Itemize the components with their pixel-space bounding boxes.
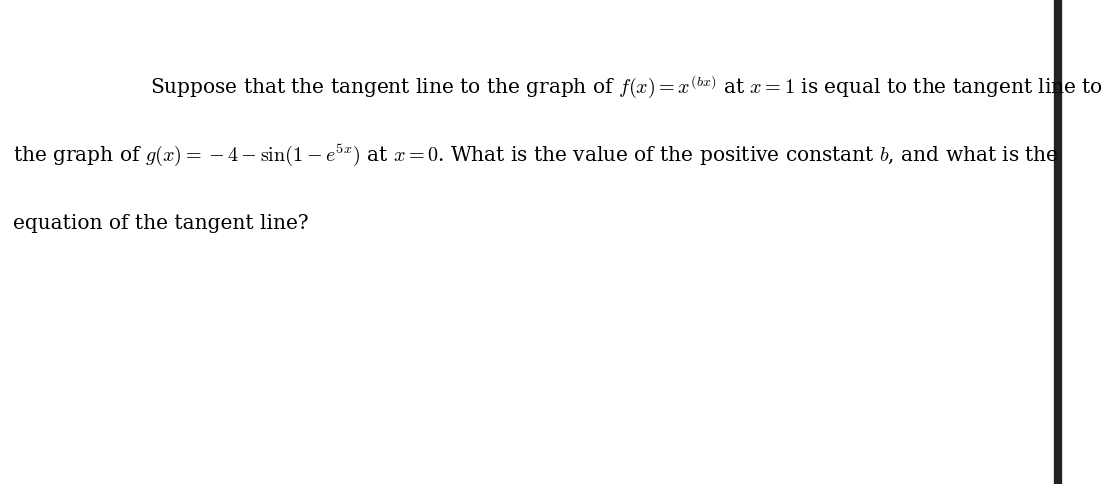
Text: the graph of $g(x) = -4 - \sin(1 - e^{5x})$ at $x = 0$. What is the value of the: the graph of $g(x) = -4 - \sin(1 - e^{5x… <box>13 142 1059 167</box>
Text: Suppose that the tangent line to the graph of $f(x) = x^{(bx)}$ at $x = 1$ is eq: Suppose that the tangent line to the gra… <box>150 74 1102 101</box>
Text: equation of the tangent line?: equation of the tangent line? <box>13 213 309 232</box>
